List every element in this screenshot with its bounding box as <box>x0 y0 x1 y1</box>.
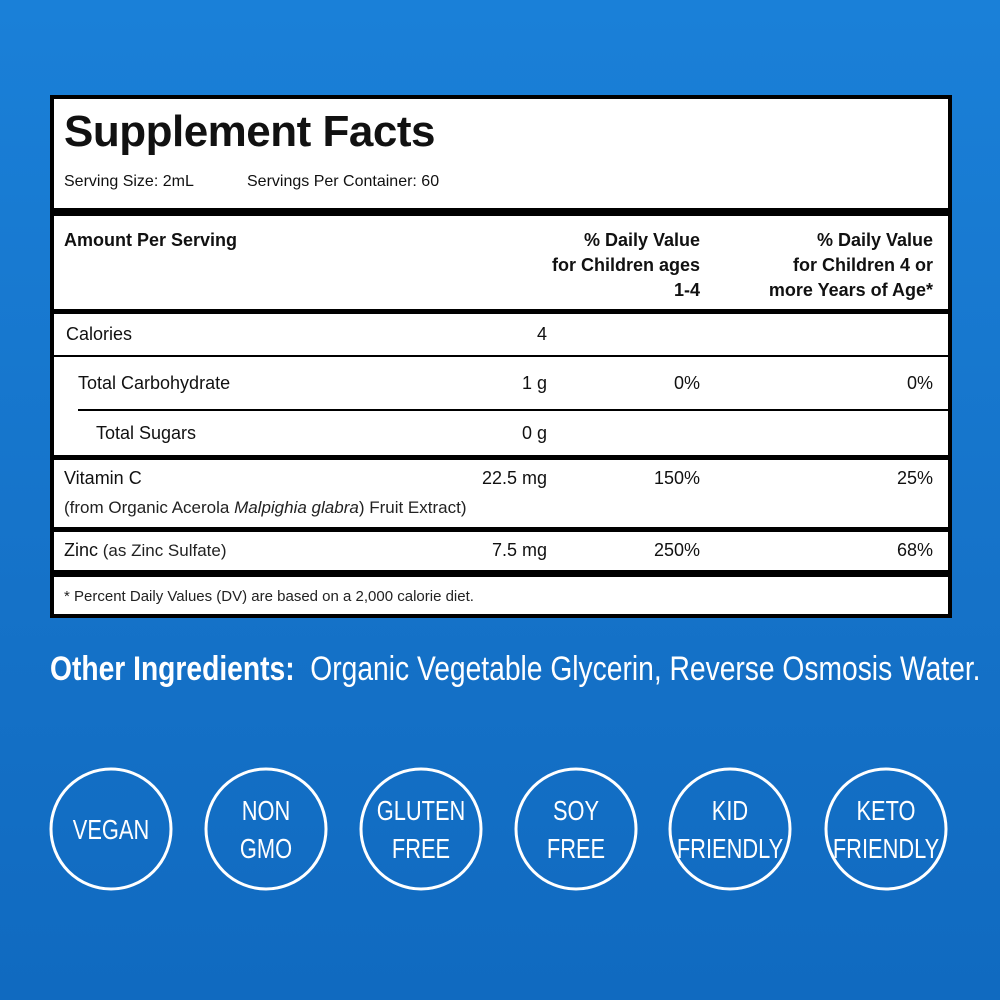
row-amount: 22.5 mg <box>481 468 547 488</box>
serving-size: Serving Size: 2mL <box>64 173 194 190</box>
header-line: more Years of Age* <box>768 280 933 300</box>
badge-text: GLUTEN <box>377 795 466 826</box>
badge-circle <box>49 767 173 891</box>
badge-text: FREE <box>392 833 450 864</box>
row-amount: 4 <box>536 324 547 344</box>
divider <box>54 208 948 216</box>
badge: NON GMO <box>204 767 328 891</box>
badge-text: FRIENDLY <box>833 833 940 864</box>
divider <box>54 309 948 314</box>
source-latin: Malpighia glabra <box>234 498 359 517</box>
badge-text: KETO <box>856 795 915 826</box>
divider <box>54 355 948 357</box>
divider <box>54 455 948 460</box>
badge-text: FREE <box>547 833 605 864</box>
other-ingredients: Other Ingredients: Organic Vegetable Gly… <box>50 652 981 686</box>
label-title: Supplement Facts <box>64 107 435 156</box>
header-line: % Daily Value <box>816 230 933 250</box>
other-ingredients-label: Other Ingredients: <box>50 650 295 688</box>
row-dv1: 250% <box>653 540 700 560</box>
row-dv2: 0% <box>906 373 933 393</box>
row-dv1: 150% <box>653 468 700 488</box>
badge: KID FRIENDLY <box>668 767 792 891</box>
row-name: Zinc (as Zinc Sulfate) <box>64 541 227 559</box>
badge: VEGAN <box>49 767 173 891</box>
header-line: for Children ages <box>551 255 700 275</box>
badge-circle <box>359 767 483 891</box>
row-name: Total Carbohydrate <box>78 373 231 393</box>
header-dv1: % Daily Value for Children ages 1-4 <box>552 228 700 303</box>
badge-text: GMO <box>240 833 292 864</box>
row-source: (as Zinc Sulfate) <box>98 541 227 560</box>
badge: GLUTEN FREE <box>359 767 483 891</box>
source-text: ) Fruit Extract) <box>358 498 467 517</box>
badge-text: KID <box>712 795 748 826</box>
header-amount: Amount Per Serving <box>64 230 238 250</box>
badge: SOY FREE <box>514 767 638 891</box>
badge-circle <box>668 767 792 891</box>
badge-circle <box>204 767 328 891</box>
row-source: (from Organic Acerola Malpighia glabra) … <box>64 499 466 516</box>
badge: KETO FRIENDLY <box>824 767 948 891</box>
header-line: for Children 4 or <box>792 255 933 275</box>
badge-text: NON <box>242 795 291 826</box>
row-amount: 1 g <box>521 373 547 393</box>
badge-row: VEGANNONGMOGLUTENFREESOYFREEKIDFRIENDLYK… <box>49 767 948 891</box>
divider <box>54 527 948 532</box>
source-text: (from Organic Acerola <box>64 498 235 517</box>
header-line: 1-4 <box>673 280 700 300</box>
other-ingredients-text: Organic Vegetable Glycerin, Reverse Osmo… <box>310 650 981 688</box>
servings-per-container: Servings Per Container: 60 <box>247 173 440 190</box>
badge-text: SOY <box>553 795 599 826</box>
badge-circle <box>514 767 638 891</box>
divider <box>54 570 948 577</box>
row-amount: 0 g <box>521 423 547 443</box>
header-line: % Daily Value <box>583 230 700 250</box>
badge-text: FRIENDLY <box>677 833 784 864</box>
row-dv2: 68% <box>896 540 933 560</box>
footnote: * Percent Daily Values (DV) are based on… <box>64 588 474 605</box>
badge-circle <box>824 767 948 891</box>
row-name: Calories <box>66 324 133 344</box>
row-name-main: Zinc <box>64 540 99 560</box>
row-name: Total Sugars <box>96 423 197 443</box>
header-dv2: % Daily Value for Children 4 or more Yea… <box>769 228 933 303</box>
row-name: Vitamin C <box>64 468 142 488</box>
row-amount: 7.5 mg <box>491 540 547 560</box>
badge-text: VEGAN <box>73 814 149 845</box>
row-dv1: 0% <box>673 373 700 393</box>
row-dv2: 25% <box>896 468 933 488</box>
divider <box>78 409 948 411</box>
